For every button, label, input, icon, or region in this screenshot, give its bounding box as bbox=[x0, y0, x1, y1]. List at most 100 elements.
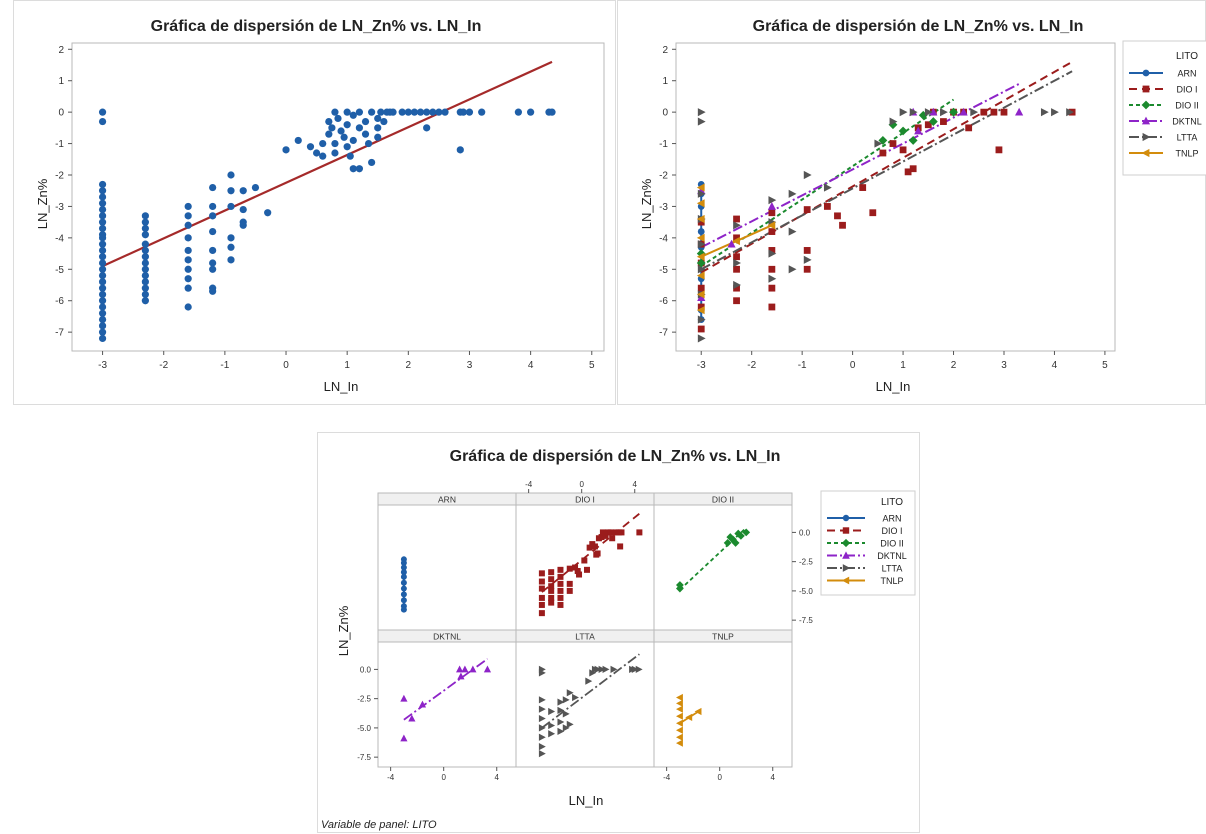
chart-1-point bbox=[377, 108, 385, 116]
chart-2-point-ltta bbox=[940, 108, 948, 117]
chart-1-point bbox=[239, 221, 247, 229]
facet-point-ltta bbox=[538, 669, 546, 677]
facet-point-dio-i bbox=[557, 566, 564, 573]
chart-2-point-tnlp bbox=[732, 236, 740, 246]
chart-1-point bbox=[184, 212, 192, 220]
facet-point-dio-i bbox=[581, 557, 588, 564]
chart-2-point-dio-i bbox=[803, 206, 811, 213]
chart-2-ytick-label: -4 bbox=[659, 233, 668, 244]
chart-2-point-ltta bbox=[899, 108, 908, 117]
chart-1-point bbox=[98, 212, 107, 220]
facet-point-ltta bbox=[548, 730, 556, 738]
facet-label-dio-ii: DIO II bbox=[712, 495, 734, 505]
chart-2-ytick-label: -5 bbox=[659, 265, 668, 276]
chart-2-point-ltta bbox=[733, 258, 741, 268]
chart-1-point bbox=[331, 149, 339, 157]
facet-label-arn: ARN bbox=[438, 495, 456, 505]
facet-point-dio-i bbox=[576, 571, 583, 578]
chart-1-ytick-label: 1 bbox=[58, 76, 64, 87]
chart-1-point bbox=[98, 284, 107, 292]
chart-2-ylabel: LN_Zn% bbox=[639, 178, 654, 229]
chart-1-point bbox=[355, 165, 364, 173]
facet-point-dio-i bbox=[636, 529, 643, 536]
legend-label-arn: ARN bbox=[1177, 69, 1196, 79]
chart-2-point-dio-i bbox=[859, 184, 867, 191]
chart-3-xtick-label: 0 bbox=[441, 773, 446, 782]
chart-1-point bbox=[98, 218, 107, 226]
chart-3-xtick-label: 0 bbox=[717, 773, 722, 782]
chart-2-point-ltta bbox=[803, 170, 812, 180]
chart-1-point bbox=[374, 133, 382, 141]
chart-1-point bbox=[398, 108, 406, 116]
chart-1-point bbox=[98, 205, 107, 214]
chart-1-point bbox=[374, 124, 382, 132]
facet-point-dio-i bbox=[538, 610, 545, 617]
chart-2-xtick-label: -1 bbox=[798, 360, 807, 371]
chart-3-ytick-label: -5.0 bbox=[357, 724, 371, 733]
chart-2-xtick-label: 4 bbox=[1052, 360, 1058, 371]
facet-point-ltta bbox=[562, 724, 570, 732]
chart-1-point bbox=[514, 108, 522, 116]
chart-1-point bbox=[141, 240, 149, 248]
legend-marker-dktnl bbox=[1141, 116, 1151, 125]
chart-1-svg: Gráfica de dispersión de LN_Zn% vs. LN_I… bbox=[35, 18, 605, 394]
chart-2-point-dktnl bbox=[727, 239, 736, 248]
facet-point-dio-i bbox=[557, 587, 564, 594]
chart-1-ytick-label: 2 bbox=[58, 45, 64, 56]
facet-point-dktnl bbox=[418, 700, 427, 708]
chart-1-point bbox=[355, 108, 364, 116]
chart-2-point-ltta bbox=[803, 255, 812, 264]
chart-1-point bbox=[319, 152, 327, 160]
facet-point-arn bbox=[400, 606, 407, 613]
chart-1-point bbox=[98, 240, 107, 248]
facet-point-dio-i bbox=[548, 599, 555, 606]
chart-1-point bbox=[465, 108, 474, 116]
chart-1-point bbox=[98, 259, 107, 267]
legend-marker-dio-i bbox=[842, 527, 850, 534]
facet-point-tnlp bbox=[694, 707, 702, 716]
facet-point-ltta bbox=[562, 710, 570, 718]
facet-point-arn bbox=[400, 564, 407, 571]
legend-label-dio-ii: DIO II bbox=[880, 539, 904, 549]
chart-1-point bbox=[441, 108, 449, 116]
chart-1-point bbox=[141, 231, 149, 239]
chart-1-point bbox=[184, 246, 192, 255]
chart-1-point bbox=[98, 334, 107, 343]
facet-label-tnlp: TNLP bbox=[712, 632, 734, 642]
chart-2-fit-dktnl bbox=[700, 82, 1020, 249]
chart-1-point bbox=[209, 287, 217, 295]
chart-2-point-ltta bbox=[697, 189, 706, 198]
chart-2-fit-dio-i bbox=[700, 60, 1073, 274]
facet-point-dio-i bbox=[607, 529, 614, 536]
chart-2-point-tnlp bbox=[696, 199, 705, 208]
chart-1-point bbox=[416, 108, 425, 116]
chart-1-point bbox=[312, 149, 321, 157]
chart-3-panel-note: Variable de panel: LITO bbox=[321, 819, 437, 831]
chart-1-point bbox=[239, 187, 247, 195]
chart-2-xtick-label: 2 bbox=[951, 360, 957, 371]
chart-1-point bbox=[429, 108, 437, 116]
chart-1-point bbox=[184, 256, 192, 264]
chart-1-point bbox=[184, 303, 192, 311]
chart-3-title: Gráfica de dispersión de LN_Zn% vs. LN_I… bbox=[450, 448, 781, 465]
chart-1-point bbox=[141, 297, 149, 305]
chart-1-point bbox=[227, 187, 235, 195]
chart-panel-2: Gráfica de dispersión de LN_Zn% vs. LN_I… bbox=[617, 0, 1206, 405]
chart-2-point-dio-i bbox=[980, 108, 988, 116]
facet-point-arn bbox=[400, 569, 407, 576]
facet-point-ltta bbox=[548, 721, 556, 730]
chart-2-point-dio-ii bbox=[696, 258, 706, 268]
facet-point-dio-i bbox=[538, 601, 545, 608]
facet-point-dktnl bbox=[400, 734, 408, 742]
chart-2-point-ltta bbox=[697, 117, 706, 126]
chart-1-fit-line bbox=[102, 60, 553, 268]
chart-2-point-dio-ii bbox=[928, 117, 938, 126]
chart-1-point bbox=[306, 143, 315, 151]
chart-1-point bbox=[340, 133, 348, 141]
chart-2-point-dio-i bbox=[889, 140, 897, 147]
facet-point-dio-i bbox=[548, 576, 555, 583]
facet-point-dio-i bbox=[548, 583, 555, 590]
chart-2-point-tnlp bbox=[696, 306, 705, 315]
legend-marker-ltta bbox=[842, 564, 851, 572]
chart-1-plot-frame bbox=[71, 42, 605, 352]
